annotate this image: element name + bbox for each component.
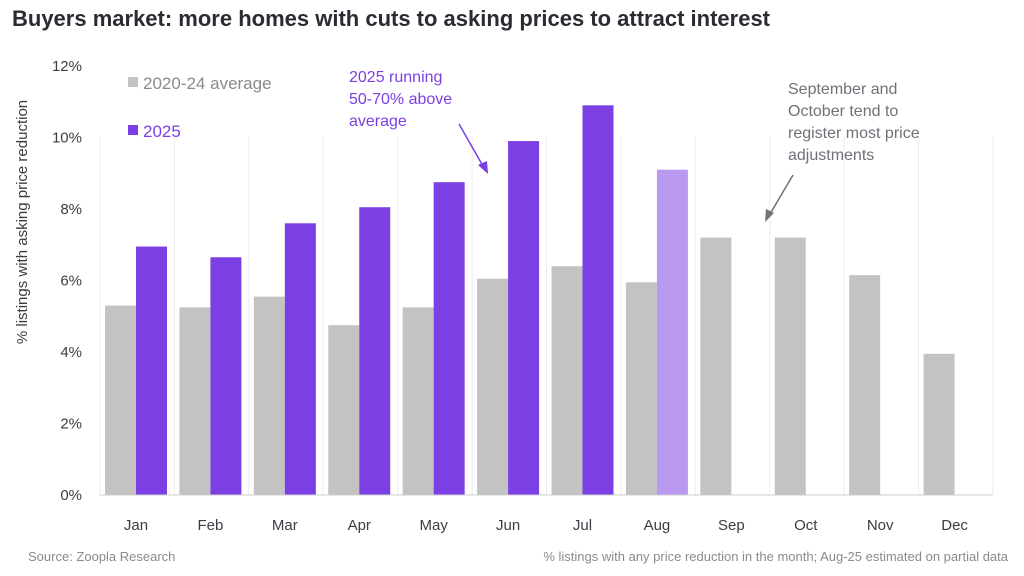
x-tick-label: Nov [867, 517, 894, 534]
x-tick-label: Jan [124, 517, 148, 534]
y-tick-label: 2% [60, 416, 82, 433]
x-tick-label: Aug [644, 517, 671, 534]
annotation-arrowhead [765, 209, 774, 222]
annotation-arrow [769, 174, 794, 215]
bar-2025-jun [508, 141, 540, 495]
bar-2025-jan [136, 246, 167, 495]
annotation-line: register most price [788, 125, 920, 142]
annotation-line: 50-70% above [349, 91, 452, 108]
bar-average-aug [625, 282, 657, 495]
y-tick-label: 10% [52, 130, 82, 147]
y-tick-label: 6% [60, 273, 82, 290]
bar-2025-aug [656, 169, 688, 496]
annotation-line: October tend to [788, 103, 898, 120]
x-tick-label: May [419, 517, 448, 534]
bar-average-may [402, 307, 434, 495]
bar-2025-mar [284, 223, 316, 496]
legend-label-2025: 2025 [143, 122, 181, 141]
bar-2025-jul [582, 105, 614, 495]
svg-text:September and October te: September and October tend to register m… [788, 81, 924, 164]
annotation-sep-oct: September and October tend to register m… [765, 81, 924, 222]
bar-2025-feb [210, 257, 242, 495]
annotation-arrow [458, 123, 484, 167]
x-tick-label: Oct [794, 517, 818, 534]
annotation-line: adjustments [788, 147, 874, 164]
bar-2025-apr [359, 207, 391, 495]
legend-label-average: 2020-24 average [143, 74, 272, 93]
bar-average-jan [105, 305, 136, 495]
y-tick-label: 8% [60, 201, 82, 218]
bar-average-feb [179, 307, 211, 495]
annotation-line: September and [788, 81, 897, 98]
bar-average-sep [700, 237, 732, 495]
y-tick-label: 12% [52, 58, 82, 75]
legend: 2020-24 average 2025 [128, 74, 272, 141]
bar-average-jun [477, 278, 509, 495]
bar-average-oct [774, 237, 806, 495]
annotation-arrowhead [478, 161, 488, 174]
bar-average-mar [253, 296, 285, 495]
annotation-line: average [349, 113, 407, 130]
bar-average-dec [923, 353, 955, 495]
bar-average-jul [551, 266, 583, 495]
gridlines [99, 136, 994, 495]
x-tick-label: Sep [718, 517, 745, 534]
y-axis-label: % listings with asking price reduction [14, 100, 31, 344]
legend-swatch-average [128, 77, 138, 87]
bars [105, 105, 955, 496]
x-tick-label: Mar [272, 517, 298, 534]
x-tick-label: Jun [496, 517, 520, 534]
annotation-line: 2025 running [349, 69, 442, 86]
bar-2025-may [433, 182, 465, 495]
x-tick-label: Feb [197, 517, 223, 534]
y-tick-label: 4% [60, 344, 82, 361]
footnote: % listings with any price reduction in t… [543, 549, 1008, 564]
tick-labels: 0% 2% 4% 6% 8% 10% 12% Jan Feb Mar Apr May Jun Jul Aug… [52, 58, 968, 534]
y-tick-label: 0% [60, 487, 82, 504]
svg-text:2025 running 50-70% abov: 2025 running 50-70% above average [349, 69, 457, 130]
bar-average-apr [328, 325, 360, 495]
x-tick-label: Jul [573, 517, 592, 534]
legend-swatch-2025 [128, 125, 138, 135]
x-tick-label: Dec [941, 517, 968, 534]
x-tick-label: Apr [348, 517, 371, 534]
bar-average-nov [849, 275, 881, 495]
source-note: Source: Zoopla Research [28, 549, 176, 564]
chart-title: Buyers market: more homes with cuts to a… [12, 6, 771, 31]
annotation-2025-above-average: 2025 running 50-70% above average [349, 69, 488, 174]
